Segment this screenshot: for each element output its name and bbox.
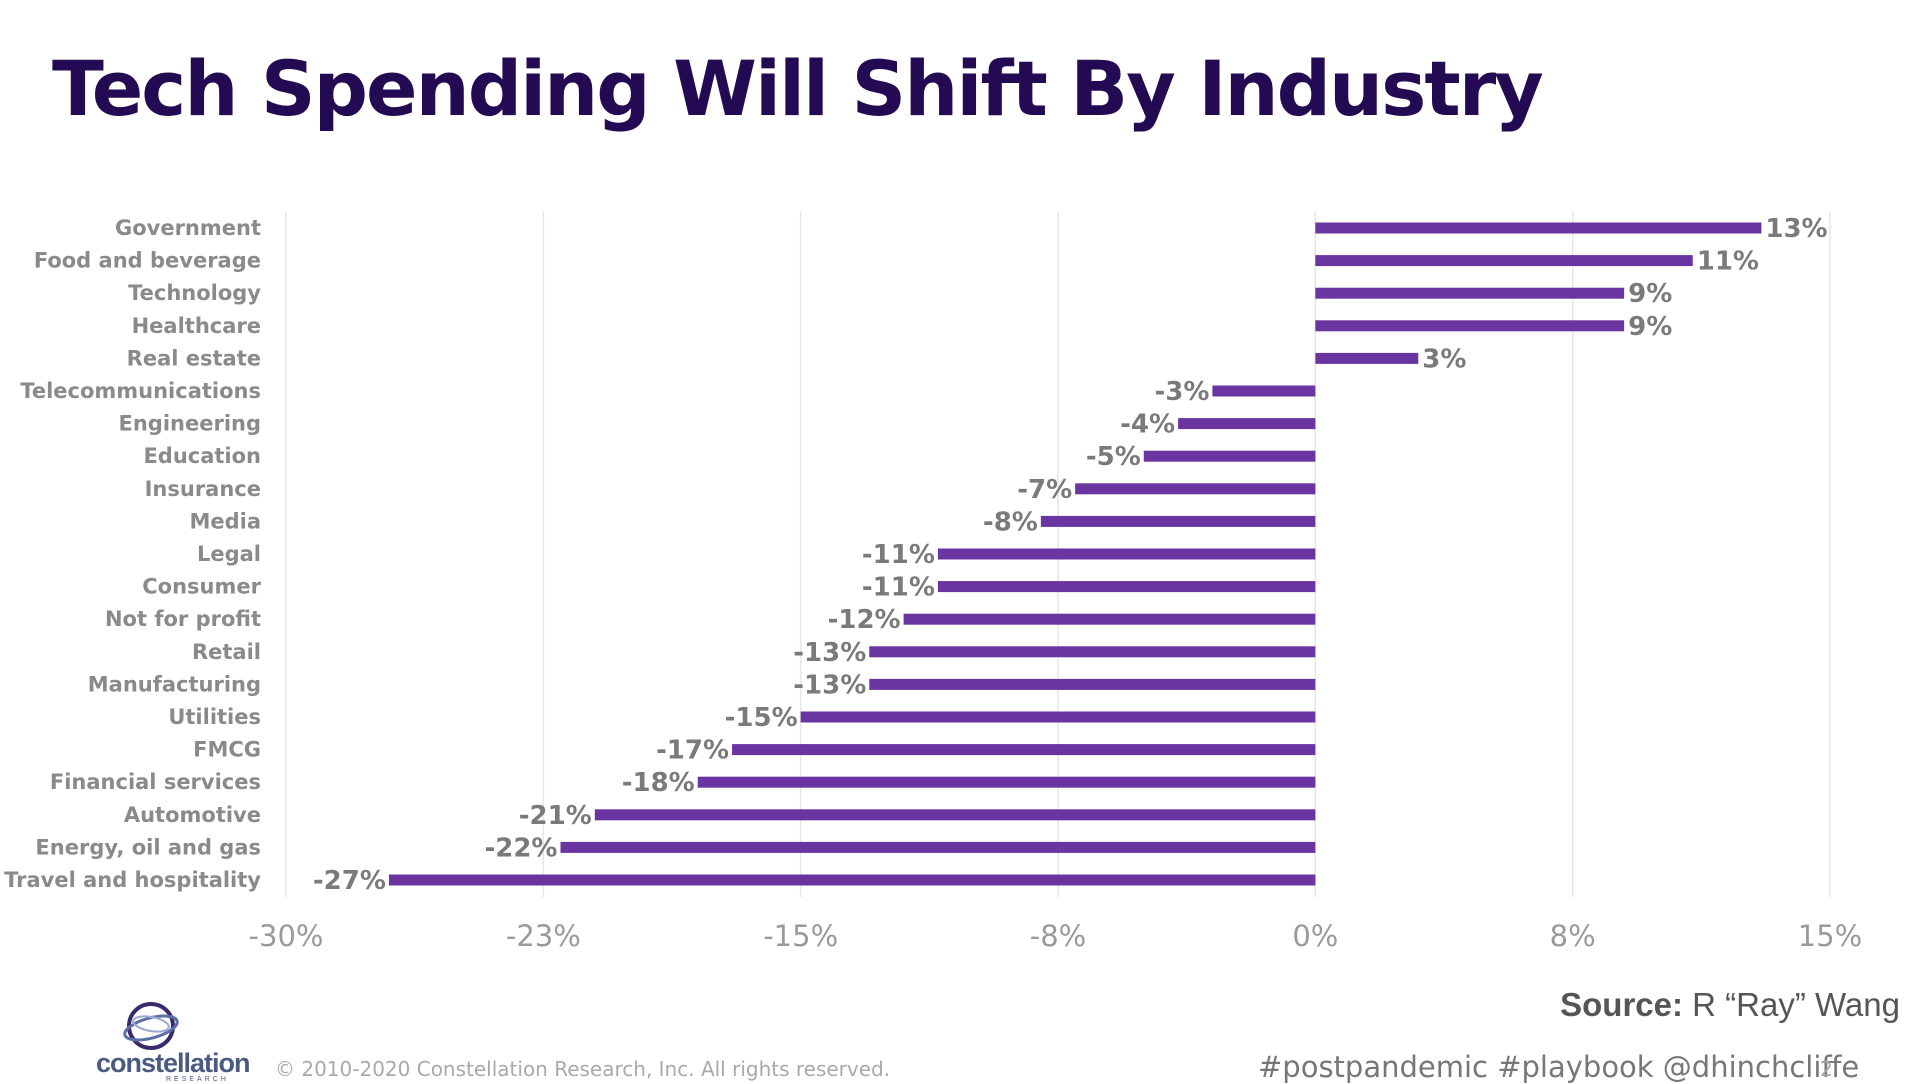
bar bbox=[1143, 450, 1316, 462]
bar bbox=[1040, 515, 1316, 527]
bar bbox=[1315, 352, 1419, 364]
source-name: R “Ray” Wang bbox=[1692, 986, 1900, 1023]
data-label: -17% bbox=[656, 736, 729, 766]
bar-chart: Government Food and beverage Technology Hea… bbox=[4, 212, 1863, 953]
data-label: -8% bbox=[983, 507, 1038, 537]
bar bbox=[1315, 222, 1762, 234]
bar bbox=[697, 776, 1316, 788]
data-label: -22% bbox=[484, 833, 557, 863]
x-tick-label: -23% bbox=[506, 919, 581, 953]
data-label: -11% bbox=[862, 540, 935, 570]
hashtags: #postpandemic #playbook @dhinchcliffe bbox=[1258, 1050, 1860, 1084]
x-axis-tick-labels: -30% -23% -15% -8% 0% 8% 15% bbox=[249, 919, 1863, 953]
page-number: 2 bbox=[1820, 1057, 1833, 1081]
bar bbox=[388, 874, 1316, 886]
bar bbox=[1315, 255, 1693, 267]
category-label: Government bbox=[115, 216, 261, 240]
category-label: Telecommunications bbox=[20, 379, 261, 403]
category-label: Not for profit bbox=[105, 607, 261, 631]
x-tick-label: 15% bbox=[1798, 919, 1862, 953]
logo-wordmark: constellation bbox=[96, 1048, 251, 1078]
bar bbox=[594, 809, 1316, 821]
bar bbox=[1315, 287, 1625, 299]
bar bbox=[937, 548, 1316, 560]
data-label: -4% bbox=[1120, 410, 1175, 440]
data-label: -3% bbox=[1154, 377, 1209, 407]
x-tick-label: -15% bbox=[763, 919, 838, 953]
data-label: -5% bbox=[1086, 442, 1141, 472]
category-label: Food and beverage bbox=[34, 249, 261, 273]
category-label: Real estate bbox=[127, 346, 261, 370]
value-labels: 13%11%9%9%3%-3%-4%-5%-7%-8%-11%-11%-12%-… bbox=[313, 214, 1828, 896]
category-label: Technology bbox=[128, 281, 261, 305]
x-tick-label: 0% bbox=[1292, 919, 1338, 953]
bar bbox=[800, 711, 1316, 723]
category-label: Retail bbox=[192, 640, 261, 664]
data-label: -11% bbox=[862, 573, 935, 603]
data-label: -13% bbox=[793, 638, 866, 668]
bar bbox=[732, 744, 1316, 756]
data-label: 9% bbox=[1628, 279, 1672, 309]
category-label: Engineering bbox=[119, 412, 262, 436]
category-label: Energy, oil and gas bbox=[35, 835, 261, 859]
source-credit: Source: R “Ray” Wang bbox=[1560, 986, 1900, 1024]
category-label: Financial services bbox=[50, 770, 261, 794]
data-label: -15% bbox=[725, 703, 798, 733]
category-label: FMCG bbox=[193, 738, 261, 762]
data-label: -7% bbox=[1017, 475, 1072, 505]
category-label: Consumer bbox=[142, 575, 261, 599]
category-label: Automotive bbox=[124, 803, 261, 827]
data-label: -27% bbox=[313, 866, 386, 896]
category-label: Utilities bbox=[168, 705, 261, 729]
bar bbox=[1178, 418, 1316, 430]
data-label: 11% bbox=[1697, 247, 1759, 277]
x-tick-label: -8% bbox=[1030, 919, 1086, 953]
data-label: -12% bbox=[828, 605, 901, 635]
category-label: Legal bbox=[197, 542, 261, 566]
bar bbox=[560, 841, 1316, 853]
category-label: Insurance bbox=[145, 477, 261, 501]
category-labels: Government Food and beverage Technology Hea… bbox=[4, 216, 262, 892]
category-label: Travel and hospitality bbox=[4, 868, 261, 892]
data-label: 13% bbox=[1765, 214, 1827, 244]
bar bbox=[1315, 320, 1625, 332]
orbit-icon bbox=[123, 1002, 179, 1050]
data-label: 3% bbox=[1422, 344, 1466, 374]
category-label: Healthcare bbox=[132, 314, 261, 338]
data-label: -13% bbox=[793, 670, 866, 700]
constellation-logo: constellation RESEARCH bbox=[96, 998, 256, 1084]
bars bbox=[388, 222, 1762, 886]
source-label: Source: bbox=[1560, 986, 1683, 1023]
bar bbox=[1212, 385, 1316, 397]
bar bbox=[937, 581, 1316, 593]
slide-title: Tech Spending Will Shift By Industry bbox=[52, 44, 1544, 133]
category-label: Manufacturing bbox=[88, 672, 261, 696]
x-tick-label: 8% bbox=[1550, 919, 1596, 953]
x-tick-label: -30% bbox=[249, 919, 324, 953]
data-label: -21% bbox=[519, 801, 592, 831]
bar bbox=[1075, 483, 1316, 495]
bar bbox=[869, 646, 1316, 658]
data-label: -18% bbox=[622, 768, 695, 798]
data-label: 9% bbox=[1628, 312, 1672, 342]
category-label: Media bbox=[189, 509, 261, 533]
copyright-notice: © 2010-2020 Constellation Research, Inc.… bbox=[275, 1057, 891, 1081]
bar bbox=[869, 678, 1316, 690]
bar bbox=[903, 613, 1316, 625]
category-label: Education bbox=[143, 444, 261, 468]
